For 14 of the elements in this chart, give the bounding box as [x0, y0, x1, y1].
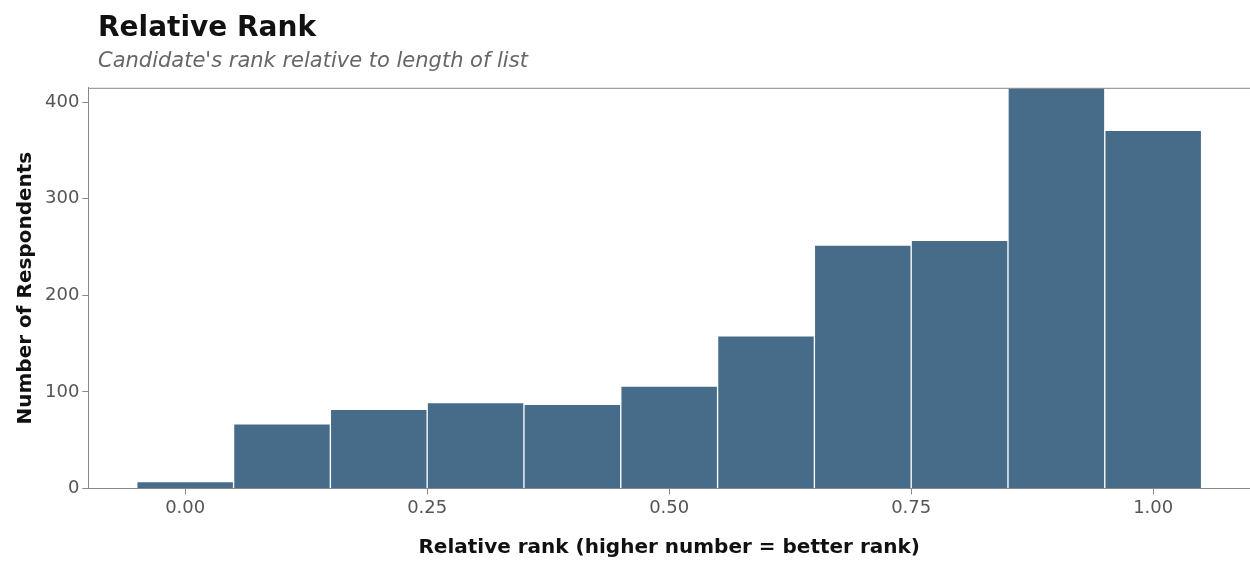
x-axis-title: Relative rank (higher number = better rank) [418, 534, 920, 559]
y-tick-label: 200 [45, 283, 80, 305]
y-tick-label: 300 [45, 186, 80, 208]
y-tick-label: 100 [45, 379, 80, 401]
chart-subtitle: Candidate's rank relative to length of list [98, 48, 528, 72]
x-tick-label: 0.75 [891, 495, 932, 517]
x-tick-label: 1.00 [1133, 495, 1174, 517]
y-tick-label: 400 [45, 89, 80, 111]
x-tick-label: 0.50 [649, 495, 690, 517]
chart-title: Relative Rank [98, 10, 317, 43]
y-axis-title: Number of Respondents [12, 151, 37, 425]
x-tick-label: 0.25 [407, 495, 448, 517]
x-tick-label: 0.00 [165, 495, 206, 517]
y-tick-label: 0 [67, 476, 80, 498]
